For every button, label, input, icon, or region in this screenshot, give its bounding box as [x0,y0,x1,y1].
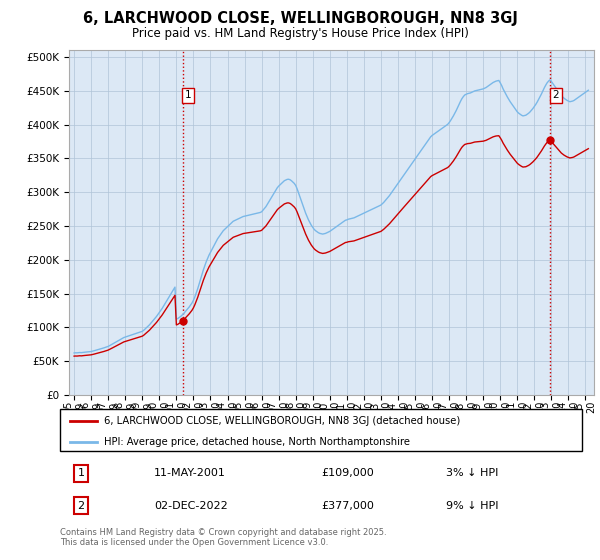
Text: 9% ↓ HPI: 9% ↓ HPI [446,501,499,511]
Text: 02-DEC-2022: 02-DEC-2022 [154,501,228,511]
Text: 2: 2 [553,90,559,100]
Text: 1: 1 [77,468,85,478]
Text: 6, LARCHWOOD CLOSE, WELLINGBOROUGH, NN8 3GJ (detached house): 6, LARCHWOOD CLOSE, WELLINGBOROUGH, NN8 … [104,416,461,426]
Text: Price paid vs. HM Land Registry's House Price Index (HPI): Price paid vs. HM Land Registry's House … [131,27,469,40]
Text: HPI: Average price, detached house, North Northamptonshire: HPI: Average price, detached house, Nort… [104,437,410,446]
Text: £377,000: £377,000 [321,501,374,511]
Text: 3% ↓ HPI: 3% ↓ HPI [446,468,499,478]
Text: 6, LARCHWOOD CLOSE, WELLINGBOROUGH, NN8 3GJ: 6, LARCHWOOD CLOSE, WELLINGBOROUGH, NN8 … [83,11,517,26]
Text: 2: 2 [77,501,85,511]
FancyBboxPatch shape [60,409,582,451]
Text: 1: 1 [185,90,192,100]
Text: 11-MAY-2001: 11-MAY-2001 [154,468,226,478]
Text: Contains HM Land Registry data © Crown copyright and database right 2025.
This d: Contains HM Land Registry data © Crown c… [60,528,386,547]
Text: £109,000: £109,000 [321,468,374,478]
